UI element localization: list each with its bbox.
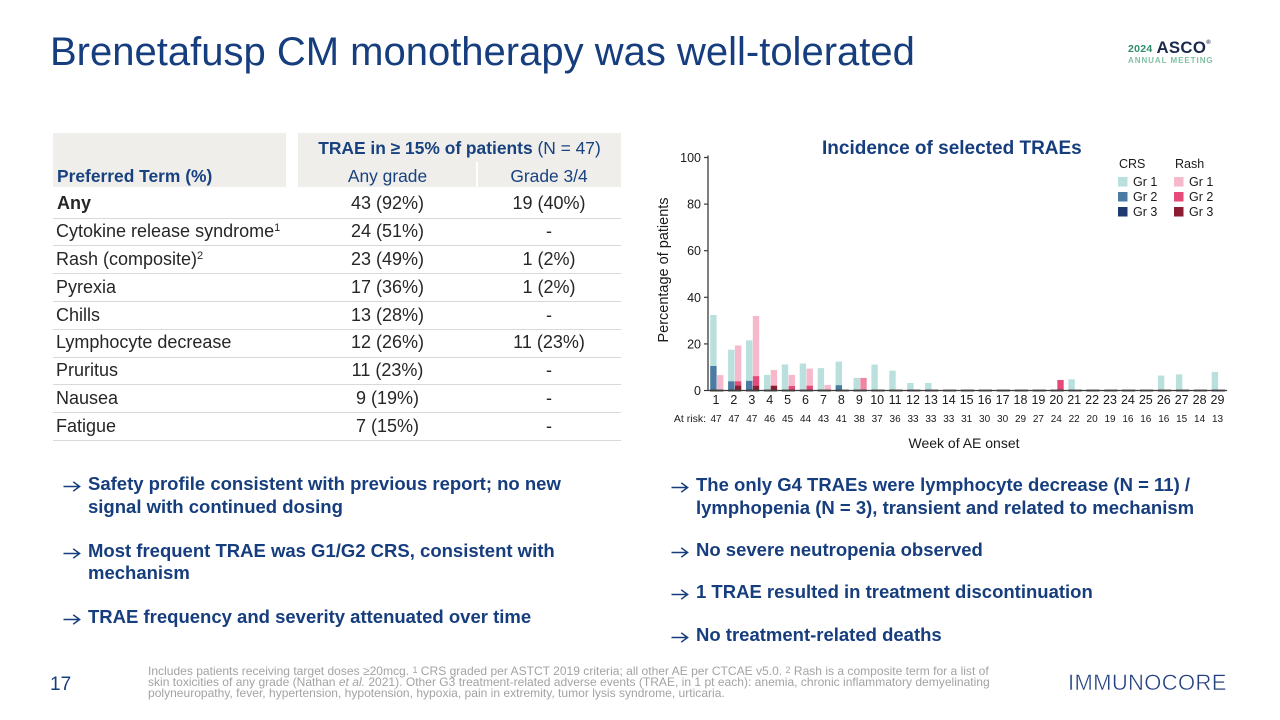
svg-text:16: 16 <box>1140 414 1152 425</box>
svg-text:2: 2 <box>730 393 737 407</box>
svg-text:14: 14 <box>942 393 956 407</box>
svg-text:33: 33 <box>925 414 937 425</box>
svg-text:46: 46 <box>764 414 776 425</box>
svg-text:29: 29 <box>1211 393 1225 407</box>
svg-text:20: 20 <box>687 337 701 351</box>
svg-text:47: 47 <box>746 414 758 425</box>
svg-text:31: 31 <box>961 414 973 425</box>
svg-text:Percentage of patients: Percentage of patients <box>656 197 672 342</box>
svg-text:10: 10 <box>870 393 884 407</box>
svg-text:25: 25 <box>1139 393 1153 407</box>
svg-text:9: 9 <box>856 393 863 407</box>
svg-text:Gr 3: Gr 3 <box>1133 205 1157 219</box>
svg-text:33: 33 <box>907 414 919 425</box>
svg-text:30: 30 <box>997 414 1009 425</box>
svg-text:12: 12 <box>906 393 920 407</box>
svg-text:33: 33 <box>943 414 955 425</box>
svg-text:22: 22 <box>1085 393 1099 407</box>
svg-text:23: 23 <box>1103 393 1117 407</box>
svg-text:37: 37 <box>872 414 884 425</box>
svg-text:13: 13 <box>1212 414 1224 425</box>
svg-text:CRS: CRS <box>1119 157 1145 171</box>
svg-text:Rash: Rash <box>1175 157 1204 171</box>
svg-text:3: 3 <box>748 393 755 407</box>
svg-text:7: 7 <box>820 393 827 407</box>
svg-text:At risk:: At risk: <box>674 413 706 425</box>
svg-text:80: 80 <box>687 198 701 212</box>
svg-text:20: 20 <box>1087 414 1099 425</box>
svg-text:44: 44 <box>800 414 812 425</box>
svg-text:8: 8 <box>838 393 845 407</box>
svg-text:21: 21 <box>1067 393 1081 407</box>
svg-text:16: 16 <box>978 393 992 407</box>
svg-text:26: 26 <box>1157 393 1171 407</box>
svg-text:36: 36 <box>890 414 902 425</box>
svg-text:28: 28 <box>1193 393 1207 407</box>
svg-text:60: 60 <box>687 244 701 258</box>
svg-text:17: 17 <box>996 393 1010 407</box>
svg-text:18: 18 <box>1014 393 1028 407</box>
svg-text:Gr 2: Gr 2 <box>1189 190 1213 204</box>
svg-text:Week of AE onset: Week of AE onset <box>908 435 1019 451</box>
svg-text:38: 38 <box>854 414 866 425</box>
svg-text:Gr 1: Gr 1 <box>1133 175 1157 189</box>
svg-text:5: 5 <box>784 393 791 407</box>
svg-text:4: 4 <box>766 393 773 407</box>
svg-text:41: 41 <box>836 414 848 425</box>
svg-text:Gr 1: Gr 1 <box>1189 175 1213 189</box>
svg-text:45: 45 <box>782 414 794 425</box>
svg-text:Gr 2: Gr 2 <box>1133 190 1157 204</box>
svg-text:13: 13 <box>924 393 938 407</box>
svg-text:40: 40 <box>687 291 701 305</box>
svg-text:47: 47 <box>728 414 740 425</box>
svg-text:27: 27 <box>1175 393 1189 407</box>
svg-text:24: 24 <box>1051 414 1063 425</box>
svg-text:29: 29 <box>1015 414 1027 425</box>
svg-text:1: 1 <box>713 393 720 407</box>
svg-text:20: 20 <box>1049 393 1063 407</box>
svg-text:14: 14 <box>1194 414 1206 425</box>
svg-text:100: 100 <box>680 151 701 165</box>
svg-text:0: 0 <box>694 384 701 398</box>
svg-text:47: 47 <box>710 414 722 425</box>
svg-text:Gr 3: Gr 3 <box>1189 205 1213 219</box>
svg-text:6: 6 <box>802 393 809 407</box>
svg-text:19: 19 <box>1104 414 1116 425</box>
svg-text:16: 16 <box>1158 414 1170 425</box>
svg-text:19: 19 <box>1031 393 1045 407</box>
svg-text:27: 27 <box>1033 414 1045 425</box>
svg-text:43: 43 <box>818 414 830 425</box>
svg-text:15: 15 <box>1176 414 1188 425</box>
svg-text:22: 22 <box>1069 414 1081 425</box>
svg-text:24: 24 <box>1121 393 1135 407</box>
svg-text:11: 11 <box>889 393 902 407</box>
svg-text:15: 15 <box>960 393 974 407</box>
svg-text:16: 16 <box>1122 414 1134 425</box>
svg-text:30: 30 <box>979 414 991 425</box>
